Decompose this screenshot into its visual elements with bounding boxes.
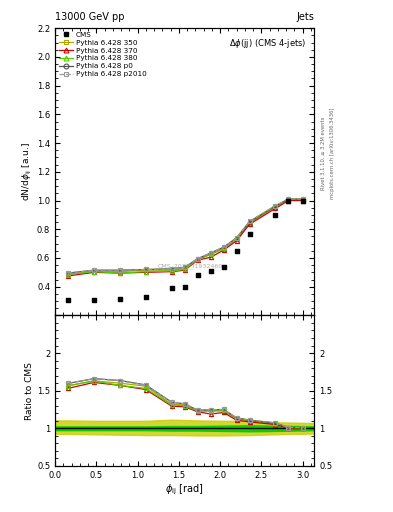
Point [143,293,149,301]
Point [220,263,227,271]
Text: CMS_2021_I1932460: CMS_2021_I1932460 [157,264,222,269]
Point [65,295,71,304]
Point [169,284,175,292]
X-axis label: $\phi_{\rm ij}$ [rad]: $\phi_{\rm ij}$ [rad] [165,482,204,497]
Y-axis label: Ratio to CMS: Ratio to CMS [25,362,34,420]
Text: Rivet 3.1.10, ≥ 3.2M events: Rivet 3.1.10, ≥ 3.2M events [320,117,325,190]
Text: mcplots.cern.ch [arXiv:1306.3436]: mcplots.cern.ch [arXiv:1306.3436] [330,108,335,199]
Point [208,267,214,275]
Point [195,271,201,280]
Text: Jets: Jets [297,12,314,23]
Text: 13000 GeV pp: 13000 GeV pp [55,12,125,23]
Y-axis label: dN/d$\phi_{\rm ij}$ [a.u.]: dN/d$\phi_{\rm ij}$ [a.u.] [21,142,34,201]
Point [272,211,279,219]
Legend: CMS, Pythia 6.428 350, Pythia 6.428 370, Pythia 6.428 380, Pythia 6.428 p0, Pyth: CMS, Pythia 6.428 350, Pythia 6.428 370,… [57,30,148,78]
Point [246,229,253,238]
Text: $\Delta\phi$(jj) (CMS 4-jets): $\Delta\phi$(jj) (CMS 4-jets) [229,37,307,50]
Point [182,283,188,291]
Point [299,197,306,205]
Point [117,295,123,303]
Point [233,247,240,255]
Point [285,197,292,205]
Point [91,295,97,304]
